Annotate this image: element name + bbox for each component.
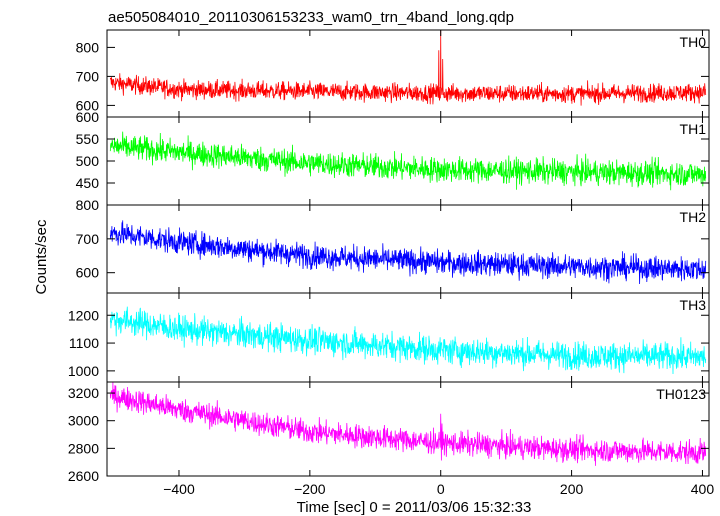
y-axis-label: Counts/sec xyxy=(33,219,50,295)
x-axis-label: Time [sec] 0 = 2011/03/06 15:32:33 xyxy=(297,499,532,516)
series-line-th3 xyxy=(109,306,707,375)
y-tick-label: 550 xyxy=(76,131,100,147)
series-line-th1 xyxy=(109,131,707,191)
panel-label: TH2 xyxy=(680,209,707,225)
x-tick-label: 0 xyxy=(437,481,445,497)
chart-title: ae505084010_20110306153233_wam0_trn_4ban… xyxy=(108,9,514,26)
panel-frame xyxy=(106,381,710,477)
series-line-th0123 xyxy=(109,381,707,466)
panel-label: TH3 xyxy=(680,297,707,313)
y-tick-label: 3200 xyxy=(68,385,99,401)
x-tick-label: 400 xyxy=(691,481,715,497)
y-tick-label: 3000 xyxy=(68,413,99,429)
y-tick-label: 800 xyxy=(76,39,100,55)
series-line-th2 xyxy=(109,220,707,285)
y-tick-label: 1100 xyxy=(69,335,99,351)
y-tick-label: 2800 xyxy=(68,440,99,456)
panel-frame xyxy=(106,116,710,206)
x-axis: −400 −200 0 200 400 xyxy=(163,481,714,497)
y-tick-label: 800 xyxy=(76,197,100,213)
y-tick-label: 1000 xyxy=(68,363,99,379)
panel-th3: 1000 1100 1200 TH3 xyxy=(68,292,710,383)
panel-th0123: 2600 2800 3000 3200 TH0123 xyxy=(68,381,710,484)
panel-label: TH0 xyxy=(680,34,707,50)
y-tick-label: 450 xyxy=(76,175,100,191)
y-tick-label: 700 xyxy=(76,68,100,84)
panel-th0: 600 700 800 TH0 xyxy=(76,29,710,118)
panel-label: TH0123 xyxy=(656,386,706,402)
panel-label: TH1 xyxy=(680,121,707,137)
x-tick-label: 200 xyxy=(560,481,584,497)
panel-th1: 450 500 550 600 TH1 xyxy=(76,109,710,206)
y-tick-label: 1200 xyxy=(68,307,99,323)
y-tick-label: 2600 xyxy=(68,468,99,484)
x-tick-label: −400 xyxy=(163,481,195,497)
x-tick-label: −200 xyxy=(294,481,326,497)
y-tick-label: 500 xyxy=(76,153,100,169)
panel-th2: 600 700 800 TH2 xyxy=(76,197,710,294)
y-tick-label: 600 xyxy=(76,265,100,281)
y-tick-label: 600 xyxy=(76,109,100,125)
series-line-th0 xyxy=(109,29,707,106)
chart-panels: 600 700 800 TH0 450 500 550 600 TH1 600 700 800 TH2 1… xyxy=(68,29,710,484)
panel-frame xyxy=(106,29,710,118)
y-tick-label: 600 xyxy=(76,97,100,113)
y-tick-label: 700 xyxy=(76,231,100,247)
